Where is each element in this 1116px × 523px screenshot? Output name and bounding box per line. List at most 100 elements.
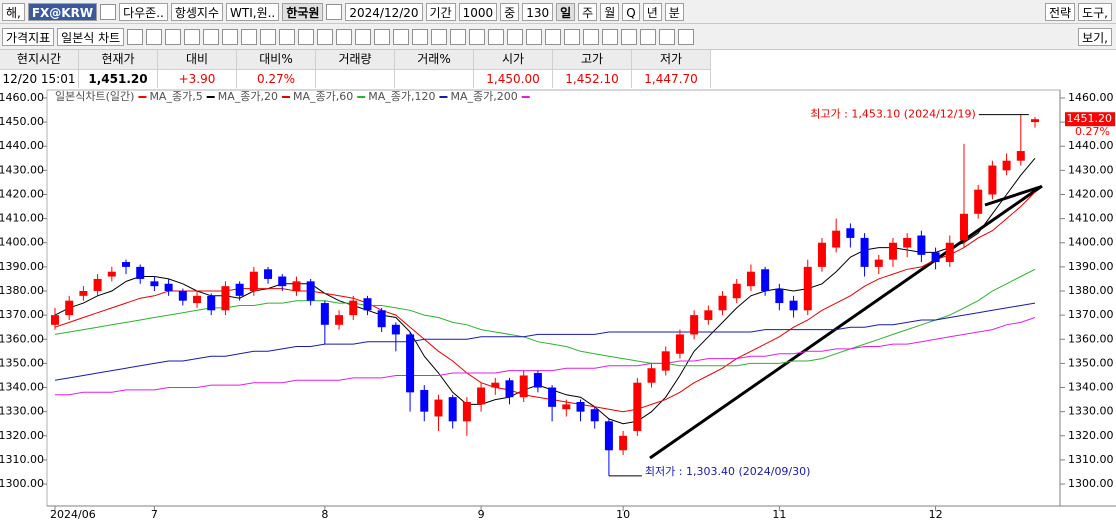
icon[interactable] (545, 28, 562, 45)
y-tick-label: 1450.00 (0, 115, 44, 128)
last-price-label: 1451.20 (1067, 112, 1113, 125)
quote-header: 대비% (237, 50, 315, 70)
icon[interactable] (450, 28, 467, 45)
quote-header: 거래% (395, 50, 473, 70)
toolbar-button[interactable]: 1000 (458, 2, 498, 21)
candle-body (519, 375, 528, 398)
icon[interactable] (526, 28, 543, 45)
icon[interactable] (100, 3, 117, 20)
candle-body (221, 286, 230, 311)
icon[interactable] (127, 28, 144, 45)
toolbar-button[interactable]: 기간 (425, 2, 456, 21)
toolbar-button[interactable]: 130 (522, 2, 554, 21)
y-tick-label: 1460.00 (1068, 91, 1114, 104)
candle-body (888, 242, 897, 260)
y-tick-label: 1420.00 (0, 187, 44, 200)
annotation: 최저가 : 1,303.40 (2024/09/30) (645, 465, 811, 478)
toolbar-button[interactable]: 항셍지수 (170, 2, 224, 21)
candle-body (1016, 151, 1025, 161)
quote-cell: 현지시간 12/20 15:01 (0, 50, 79, 88)
icon[interactable] (203, 28, 220, 45)
icon[interactable] (279, 28, 296, 45)
toolbar-button[interactable]: 보기, (1078, 27, 1112, 46)
quote-cell: 저가 1,447.70 (632, 50, 711, 88)
icon[interactable] (241, 28, 258, 45)
icon[interactable] (412, 28, 429, 45)
candle-body (931, 252, 940, 263)
toolbar-button[interactable]: 해, (2, 2, 25, 21)
icon[interactable] (469, 28, 486, 45)
y-tick-label: 1400.00 (1068, 236, 1114, 249)
toolbar-button[interactable]: 전략 (1045, 2, 1076, 21)
icon[interactable] (355, 28, 372, 45)
quote-cell: 시가 1,450.00 (474, 50, 553, 88)
icon[interactable] (640, 28, 657, 45)
candle-body (704, 310, 713, 320)
candle-body (860, 237, 869, 267)
candle-body (903, 237, 912, 248)
candle-body (775, 288, 784, 304)
icon[interactable] (326, 3, 343, 20)
toolbar-button[interactable]: 년 (642, 2, 662, 21)
ma-line (54, 268, 1036, 367)
icon[interactable] (317, 28, 334, 45)
toolbar-button[interactable]: Q (622, 2, 640, 21)
y-tick-label: 1400.00 (0, 236, 44, 249)
icon[interactable] (488, 28, 505, 45)
x-tick-label: 12 (929, 508, 943, 521)
icon[interactable] (184, 28, 201, 45)
quote-value: 12/20 15:01 (2, 72, 76, 86)
icon[interactable] (393, 28, 410, 45)
candle-body (761, 269, 770, 292)
toolbar-button[interactable]: FX@KRW (27, 2, 98, 21)
candle-body (264, 269, 273, 279)
candle-body (604, 421, 613, 451)
y-tick-label: 1420.00 (1068, 187, 1114, 200)
icon[interactable] (298, 28, 315, 45)
icon[interactable] (507, 28, 524, 45)
y-tick-label: 1440.00 (1068, 139, 1114, 152)
icon[interactable] (583, 28, 600, 45)
toolbar-button[interactable]: 분 (664, 2, 684, 21)
quote-header: 시가 (474, 50, 552, 70)
toolbar-right: 전략 도구, (1045, 2, 1116, 21)
toolbar-button[interactable]: 가격지표 (2, 27, 55, 46)
icon[interactable] (431, 28, 448, 45)
icon[interactable] (602, 28, 619, 45)
legend-entry: MA_종가,120 (368, 90, 435, 103)
icon[interactable] (621, 28, 638, 45)
toolbar-button[interactable]: 월 (600, 2, 620, 21)
y-tick-label: 1380.00 (0, 284, 44, 297)
icon[interactable] (165, 28, 182, 45)
icon[interactable] (564, 28, 581, 45)
y-tick-label: 1380.00 (1068, 284, 1114, 297)
candle-body (619, 435, 628, 451)
icon[interactable] (336, 28, 353, 45)
toolbar-button[interactable]: 일본식 차트 (57, 27, 125, 46)
x-tick-label: 10 (616, 508, 630, 521)
toolbar-button[interactable]: 다우존.. (119, 2, 168, 21)
toolbar-button[interactable]: 도구, (1078, 2, 1112, 21)
toolbar-button[interactable]: 주 (578, 2, 598, 21)
candle-body (93, 278, 102, 292)
candle-body (462, 402, 471, 422)
icon[interactable] (222, 28, 239, 45)
toolbar-main: 해, FX@KRW 다우존.. 항셍지수 WTI,원.. 한국원 2024/12/20 기간 1… (0, 0, 1116, 24)
quote-value: +3.90 (178, 72, 216, 86)
icon[interactable] (146, 28, 163, 45)
y-tick-label: 1330.00 (0, 405, 44, 418)
toolbar-button[interactable]: 한국원 (282, 2, 324, 21)
y-tick-label: 1310.00 (0, 453, 44, 466)
toolbar-button[interactable]: 일 (556, 2, 576, 21)
y-tick-label: 1390.00 (1068, 260, 1114, 273)
icon[interactable] (659, 28, 676, 45)
quote-value: 1,452.10 (565, 72, 619, 86)
quote-cell: 대비% 0.27% (237, 50, 316, 88)
toolbar-button[interactable]: 2024/12/20 (345, 2, 423, 21)
icon[interactable] (678, 28, 695, 45)
toolbar-button[interactable]: 중 (500, 2, 520, 21)
icon[interactable] (260, 28, 277, 45)
toolbar-button[interactable]: WTI,원.. (226, 2, 280, 21)
icon[interactable] (374, 28, 391, 45)
